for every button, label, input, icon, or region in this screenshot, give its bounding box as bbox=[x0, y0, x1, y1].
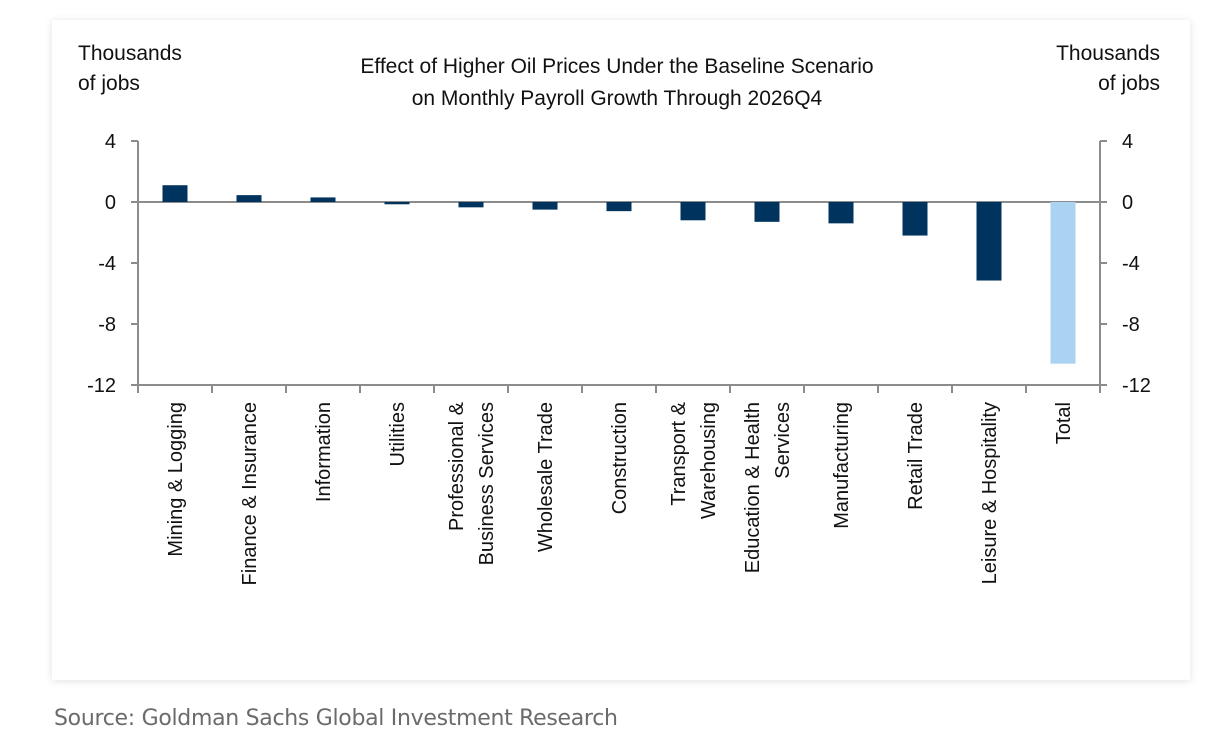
bar-11 bbox=[976, 202, 1002, 281]
bar-3 bbox=[384, 202, 410, 205]
y-tick-label-left: 4 bbox=[105, 131, 116, 153]
x-tick-label: Professional & bbox=[446, 401, 468, 531]
x-tick-label: Total bbox=[1053, 402, 1075, 444]
bar-4 bbox=[458, 202, 484, 208]
bar-7 bbox=[680, 202, 706, 221]
bar-chart: Effect of Higher Oil Prices Under the Ba… bbox=[78, 42, 1160, 585]
x-tick-label: Finance & Insurance bbox=[239, 402, 261, 585]
x-tick-label: Warehousing bbox=[698, 402, 720, 519]
y-axis-label-right: of jobs bbox=[1098, 72, 1160, 95]
bar-2 bbox=[310, 197, 336, 202]
source-note: Source: Goldman Sachs Global Investment … bbox=[54, 706, 618, 731]
y-tick-label-left: -4 bbox=[98, 253, 116, 275]
x-tick-label: Mining & Logging bbox=[165, 402, 187, 557]
y-tick-label-right: -4 bbox=[1122, 253, 1140, 275]
y-tick-label-left: -12 bbox=[87, 375, 116, 397]
y-tick-label-right: -8 bbox=[1122, 314, 1140, 336]
x-tick-label: Manufacturing bbox=[831, 402, 853, 529]
bar-0 bbox=[162, 185, 188, 202]
x-tick-label: Information bbox=[313, 402, 335, 502]
x-tick-label: Leisure & Hospitality bbox=[979, 402, 1001, 584]
x-tick-label: Education & Health bbox=[742, 402, 764, 573]
y-tick-label-right: -12 bbox=[1122, 375, 1151, 397]
bar-1 bbox=[236, 195, 262, 202]
x-tick-label: Transport & bbox=[668, 401, 690, 505]
y-tick-label-left: 0 bbox=[105, 192, 116, 214]
x-tick-label: Construction bbox=[609, 402, 631, 514]
x-tick-label: Utilities bbox=[387, 402, 409, 466]
y-tick-label-right: 0 bbox=[1122, 192, 1133, 214]
y-tick-label-right: 4 bbox=[1122, 131, 1133, 153]
bar-6 bbox=[606, 202, 632, 212]
chart-card: Effect of Higher Oil Prices Under the Ba… bbox=[52, 20, 1190, 680]
x-tick-label: Services bbox=[772, 402, 794, 479]
bar-12 bbox=[1050, 202, 1076, 364]
x-tick-label: Wholesale Trade bbox=[535, 402, 557, 552]
y-axis-label-right: Thousands bbox=[1056, 42, 1160, 65]
chart-title: on Monthly Payroll Growth Through 2026Q4 bbox=[412, 87, 823, 110]
y-axis-label-left: Thousands bbox=[78, 42, 182, 65]
x-tick-label: Retail Trade bbox=[905, 402, 927, 510]
bar-10 bbox=[902, 202, 928, 236]
bar-9 bbox=[828, 202, 854, 224]
chart-title: Effect of Higher Oil Prices Under the Ba… bbox=[360, 55, 873, 78]
x-tick-label: Business Services bbox=[476, 402, 498, 565]
bar-8 bbox=[754, 202, 780, 222]
bar-5 bbox=[532, 202, 558, 210]
y-axis-label-left: of jobs bbox=[78, 72, 140, 95]
y-tick-label-left: -8 bbox=[98, 314, 116, 336]
